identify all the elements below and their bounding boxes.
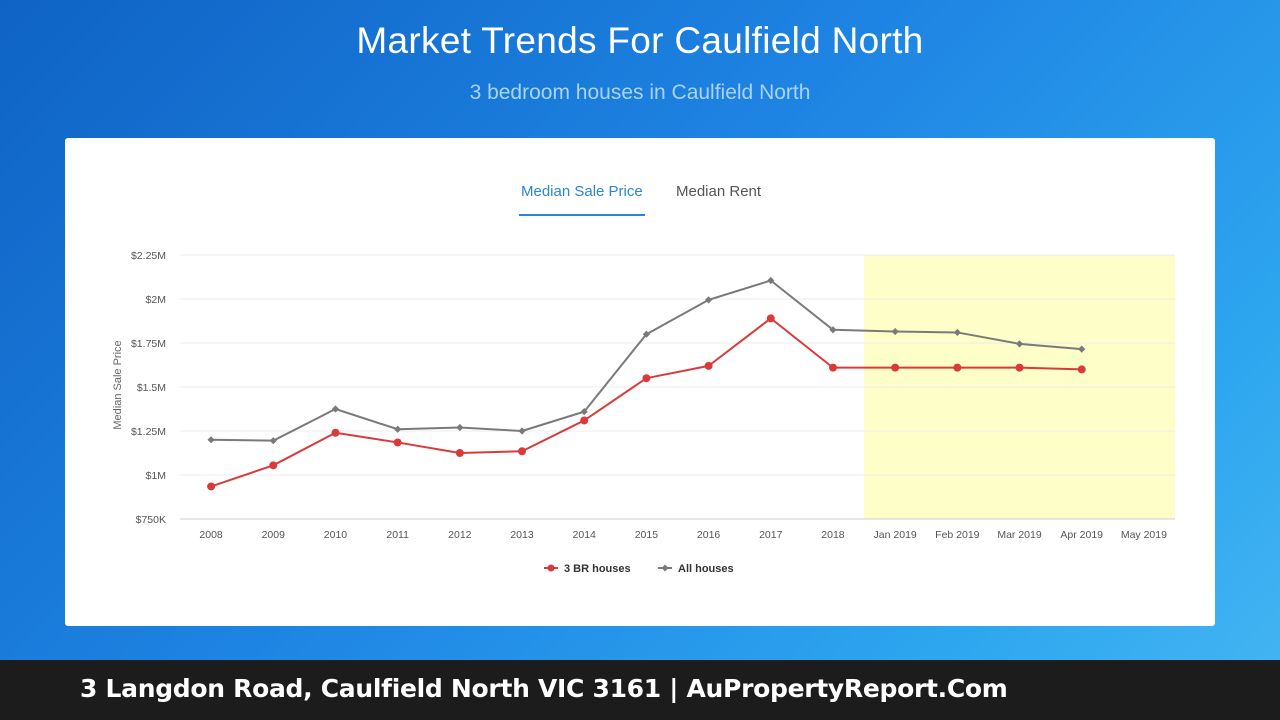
data-point [891,363,900,372]
y-tick-label: $1.5M [137,382,166,394]
data-point [580,416,589,425]
data-point [704,296,713,304]
x-tick-label: 2009 [262,529,286,541]
x-tick-label: 2015 [635,529,659,541]
legend-label: All houses [678,563,734,575]
x-tick-label: 2011 [386,529,409,541]
y-tick-label: $2.25M [131,250,166,262]
x-tick-label: 2010 [324,529,348,541]
x-tick-label: 2017 [759,529,783,541]
x-tick-label: Apr 2019 [1060,529,1103,541]
y-tick-label: $1M [146,470,166,482]
x-tick-label: 2013 [510,529,534,541]
data-point [207,482,216,491]
data-point [1015,363,1024,372]
page-title: Market Trends For Caulfield North [356,20,924,61]
x-tick-label: 2012 [448,529,472,541]
data-point [829,326,837,334]
data-point [269,461,278,470]
data-point [828,363,837,372]
data-point [269,437,277,445]
legend-marker [547,564,555,572]
line-chart: $750K $1M $1.25M $1.5M $1.75M $2M $2.25M 2008 20… [112,250,1175,575]
legend-label: 3 BR houses [564,563,631,575]
tab-median-sale-price[interactable]: Median Sale Price [519,183,645,216]
legend-marker [661,564,669,572]
chart-card: Median Sale Price Median Rent $750K $1M $1… [65,138,1215,626]
footer-bar: 3 Langdon Road, Caulfield North VIC 3161… [0,660,1280,720]
y-tick-label: $1.75M [131,338,166,350]
footer-address: 3 Langdon Road, Caulfield North VIC 3161… [80,674,1008,703]
data-point [455,449,464,457]
y-axis-label: Median Sale Price [112,340,124,429]
data-point [394,425,402,433]
tab-median-rent[interactable]: Median Rent [676,183,762,200]
data-point [891,327,899,336]
x-tick-label: 2016 [697,529,721,541]
data-point [766,314,775,323]
x-tick-label: May 2019 [1121,529,1167,541]
x-tick-label: 2008 [199,529,223,541]
page-subtitle: 3 bedroom houses in Caulfield North [469,81,811,104]
data-point [331,428,340,437]
data-point [456,423,464,432]
x-tick-label: Jan 2019 [874,529,917,541]
chart-tabs: Median Sale Price Median Rent [65,138,1215,218]
x-tick-label: 2018 [821,529,845,541]
data-point [642,374,651,383]
data-point [393,438,402,447]
y-tick-label: $750K [136,514,166,526]
x-tick-label: Feb 2019 [935,529,980,541]
data-point [518,447,527,456]
data-point [331,405,340,413]
data-point [207,436,215,444]
data-point [1015,340,1024,348]
x-tick-label: 2014 [573,529,597,541]
y-tick-label: $1.25M [131,426,166,438]
data-point [953,328,961,337]
data-point [518,427,526,435]
data-point [704,361,713,370]
data-point [580,408,588,416]
x-tick-label: Mar 2019 [997,529,1042,541]
data-point [1077,365,1086,374]
data-point [953,363,962,372]
y-tick-label: $2M [146,294,166,306]
data-point [642,330,651,338]
